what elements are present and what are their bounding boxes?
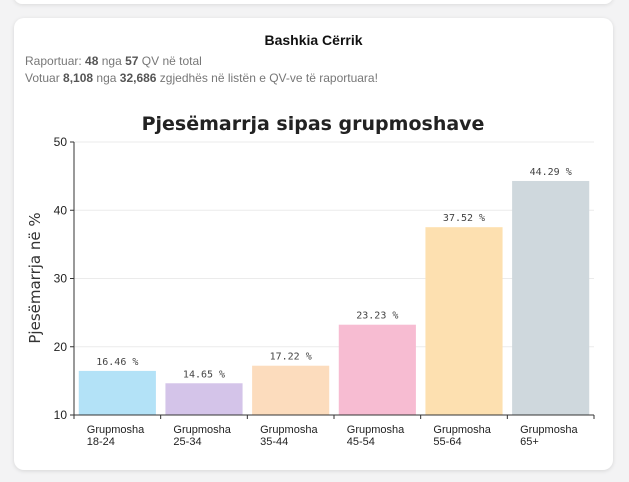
bar [425,227,503,415]
reported-count: 48 [85,54,99,68]
y-tick-label: 30 [54,272,68,286]
y-axis-label: Pjesëmarrja në % [26,212,44,343]
bar-data-label: 44.29 % [530,167,572,178]
bar [165,383,243,415]
y-tick-label: 40 [54,203,68,217]
x-tick-label: Grupmosha 18-24 [87,424,145,448]
y-tick-label: 20 [54,340,68,354]
x-tick-label: Grupmosha 55-64 [433,424,491,448]
voted-text: Votuar 8,108 nga 32,686 zgjedhës në list… [25,71,378,85]
bar-data-label: 16.46 % [96,357,138,368]
x-tick-label: Grupmosha 65+ [520,424,578,448]
voted-total: 32,686 [119,71,157,85]
reported-stations-text: Raportuar: 48 nga 57 QV në total [25,54,202,68]
x-tick-label: Grupmosha 45-54 [347,424,405,448]
previous-card [14,0,613,4]
bar-data-label: 23.23 % [356,311,398,322]
chart-title: Pjesëmarrja sipas grupmoshave [142,113,485,135]
x-tick-label: Grupmosha 35-44 [260,424,318,448]
turnout-by-age-chart: Pjesëmarrja sipas grupmoshave Pjesëmarrj… [26,113,595,448]
x-tick-label: Grupmosha 25-34 [173,424,231,448]
reported-total: 57 [125,54,139,68]
bar-data-label: 14.65 % [183,369,225,380]
bar [252,365,330,415]
y-tick-label: 50 [54,135,68,149]
y-tick-label: 10 [54,408,68,422]
municipality-title: Bashkia Cërrik [264,32,363,48]
bar [512,180,590,415]
bar-data-label: 37.52 % [443,213,485,224]
municipality-card: Bashkia Cërrik Raportuar: 48 nga 57 QV n… [14,18,613,470]
voted-count: 8,108 [63,71,94,85]
bar [78,370,156,415]
bar [338,324,416,415]
bar-data-label: 17.22 % [270,352,312,363]
